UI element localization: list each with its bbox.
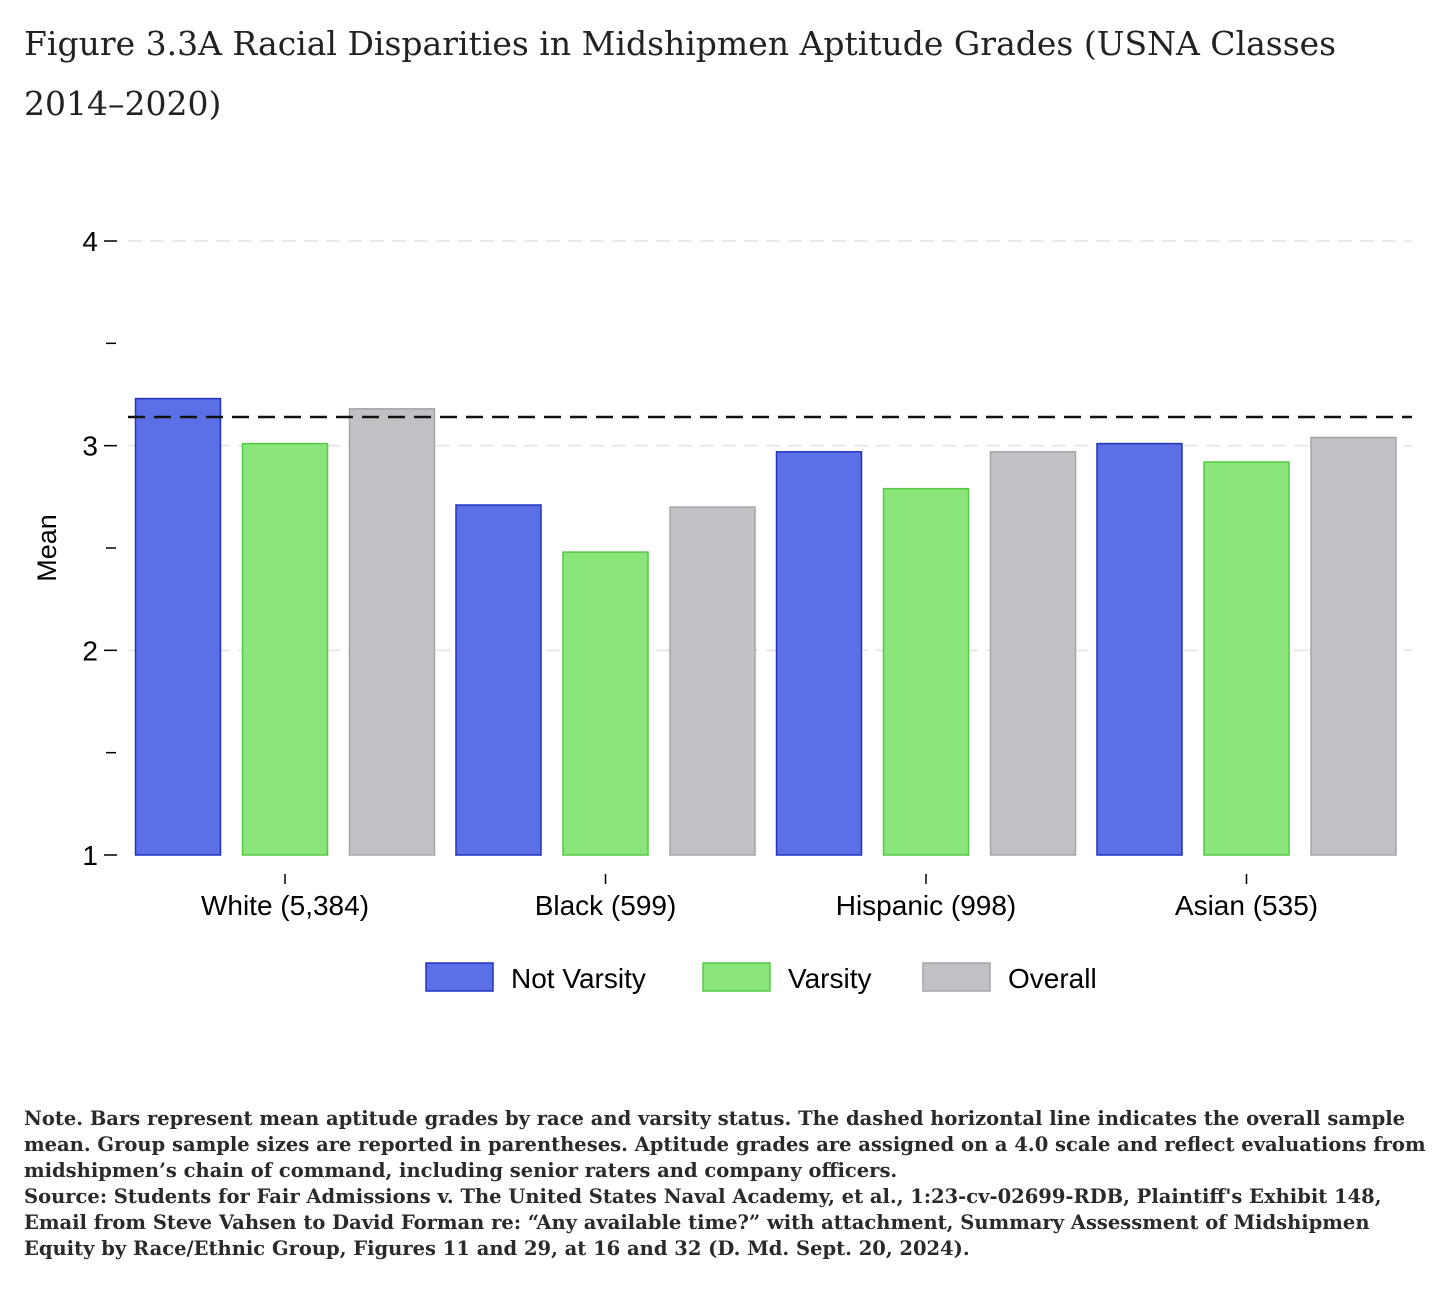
x-category-label: Black (599)	[535, 890, 677, 921]
gridlines	[128, 240, 1412, 652]
bar-varsity	[241, 442, 329, 856]
bar-overall	[989, 451, 1077, 856]
figure-title-line-1: Figure 3.3A Racial Disparities in Midshi…	[24, 24, 1337, 63]
legend-swatch	[425, 962, 494, 992]
y-tick-label: 2	[82, 635, 98, 666]
bar-not-varsity	[1096, 442, 1183, 856]
y-axis-title: Mean	[32, 514, 62, 582]
bar-varsity	[1203, 461, 1290, 856]
bar-varsity	[882, 487, 970, 856]
bars	[134, 397, 1397, 856]
bar-not-varsity	[455, 504, 542, 856]
y-tick-label: 3	[82, 431, 98, 462]
bar-overall	[1310, 436, 1397, 856]
axes: 1 2 3 4 White (5,384) Black (599) Hispanic (99…	[82, 226, 1318, 921]
legend-label: Not Varsity	[511, 963, 646, 994]
bar-not-varsity	[775, 451, 863, 856]
bar-not-varsity	[134, 397, 222, 856]
x-category-label: Asian (535)	[1175, 890, 1318, 921]
source-text: Source: Students for Fair Admissions v. …	[24, 1185, 1382, 1260]
bar-overall	[669, 506, 756, 856]
figure-note: Note. Bars represent mean aptitude grade…	[24, 1106, 1434, 1262]
legend-swatch	[702, 962, 771, 992]
bar-varsity	[562, 551, 649, 856]
x-category-label: Hispanic (998)	[836, 890, 1017, 921]
bar-chart: 1 2 3 4 White (5,384) Black (599) Hispanic (99…	[32, 226, 1412, 994]
x-category-label: White (5,384)	[201, 890, 369, 921]
legend-swatch	[922, 962, 991, 992]
y-tick-label: 4	[82, 226, 98, 257]
figure-title-line-2: 2014–2020)	[24, 84, 222, 123]
bar-overall	[348, 408, 436, 856]
legend: Not Varsity Varsity Overall	[425, 962, 1097, 994]
note-text: Note. Bars represent mean aptitude grade…	[24, 1107, 1426, 1182]
legend-label: Overall	[1008, 963, 1097, 994]
y-tick-label: 1	[82, 840, 98, 871]
figure-title: Figure 3.3A Racial Disparities in Midshi…	[24, 14, 1424, 134]
legend-label: Varsity	[788, 963, 872, 994]
